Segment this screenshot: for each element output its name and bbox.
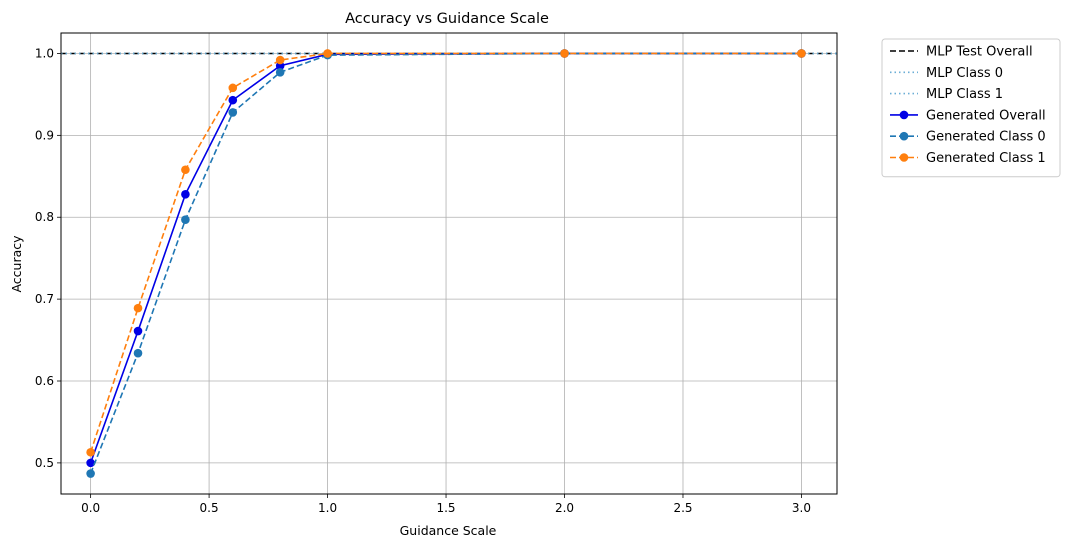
data-point (797, 49, 806, 58)
legend-label: MLP Class 0 (926, 66, 1003, 81)
x-tick-label: 3.0 (792, 501, 811, 515)
data-point (228, 95, 238, 105)
legend-box (881, 38, 1061, 178)
legend-label: MLP Test Overall (926, 45, 1033, 60)
x-axis-ticks: 0.0 0.5 1.0 1.5 2.0 2.5 3.0 (81, 494, 811, 515)
x-tick-label: 1.0 (318, 501, 337, 515)
y-tick-label: 1.0 (35, 46, 54, 60)
y-tick-label: 0.5 (35, 456, 54, 470)
data-point (133, 348, 143, 358)
y-tick-label: 0.8 (35, 210, 54, 224)
data-point (560, 49, 569, 58)
y-tick-label: 0.6 (35, 374, 54, 388)
y-tick-label: 0.7 (35, 292, 54, 306)
data-point (275, 55, 285, 65)
x-tick-label: 2.5 (673, 501, 692, 515)
legend-label: Generated Overall (926, 108, 1046, 123)
series-line (89, 52, 802, 474)
chart-title: Accuracy vs Guidance Scale (345, 11, 549, 27)
x-tick-label: 1.5 (436, 501, 455, 515)
series-group (86, 49, 806, 478)
data-point (181, 190, 190, 199)
data-point (133, 303, 143, 313)
legend-label: Generated Class 1 (926, 151, 1046, 166)
legend-marker (899, 131, 909, 141)
x-tick-label: 0.0 (81, 501, 100, 515)
data-point (275, 68, 285, 77)
data-point (133, 326, 143, 336)
legend: MLP Test Overall MLP Class 0 MLP Class 1 Ge… (881, 38, 1061, 178)
y-axis-ticks: 0.5 0.6 0.7 0.8 0.9 1.0 (35, 46, 61, 470)
grid-lines (61, 33, 837, 494)
legend-label: Generated Class 0 (926, 130, 1046, 145)
x-axis-label: Guidance Scale (400, 523, 497, 538)
data-point (228, 83, 238, 93)
data-point (86, 447, 95, 457)
data-point (323, 49, 332, 58)
data-point (86, 469, 95, 478)
data-point (181, 165, 190, 175)
data-point (228, 108, 238, 117)
data-point (86, 458, 95, 468)
series-line (89, 52, 802, 453)
plot-frame (60, 32, 838, 495)
x-tick-label: 0.5 (200, 501, 219, 515)
legend-label: MLP Class 1 (926, 87, 1003, 102)
y-tick-label: 0.9 (35, 128, 54, 142)
legend-marker (899, 153, 909, 162)
x-tick-label: 2.0 (555, 501, 574, 515)
y-axis-label: Accuracy (9, 235, 24, 293)
legend-marker (899, 110, 909, 120)
data-point (181, 215, 190, 224)
